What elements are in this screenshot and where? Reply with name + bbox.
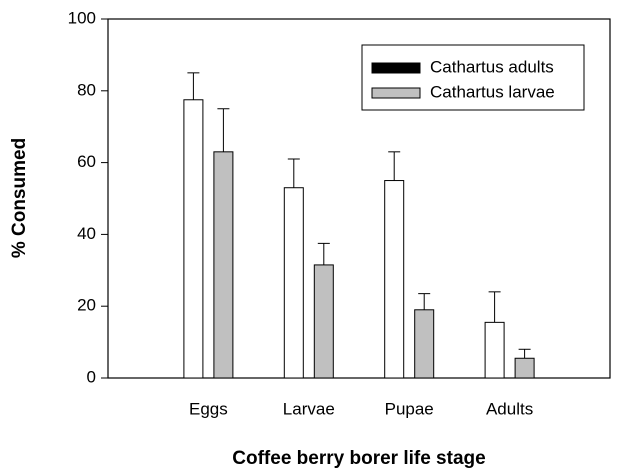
legend-box [361, 44, 585, 111]
legend-swatch [371, 62, 421, 74]
x-tick-label: Pupae [385, 399, 434, 418]
bar [484, 321, 505, 379]
bar [213, 151, 234, 379]
y-tick-label: 20 [77, 296, 96, 315]
y-tick-label: 40 [77, 224, 96, 243]
legend-swatch [371, 87, 421, 99]
y-axis-label: % Consumed [9, 138, 30, 258]
bar [313, 264, 334, 379]
bar [414, 309, 435, 379]
y-tick-label: 100 [68, 8, 96, 27]
y-tick-label: 80 [77, 80, 96, 99]
x-tick-label: Adults [486, 399, 533, 418]
x-tick-label: Larvae [283, 399, 335, 418]
plot-frame [107, 18, 611, 379]
legend-label: Cathartus adults [430, 57, 554, 76]
x-tick-label: Eggs [189, 399, 228, 418]
y-tick-label: 0 [87, 367, 96, 386]
bar [514, 357, 535, 379]
legend-label: Cathartus larvae [430, 82, 555, 101]
bar [283, 187, 304, 379]
y-tick-label: 60 [77, 152, 96, 171]
bar [384, 180, 405, 379]
bar [183, 99, 204, 379]
x-axis-label: Coffee berry borer life stage [232, 448, 485, 469]
